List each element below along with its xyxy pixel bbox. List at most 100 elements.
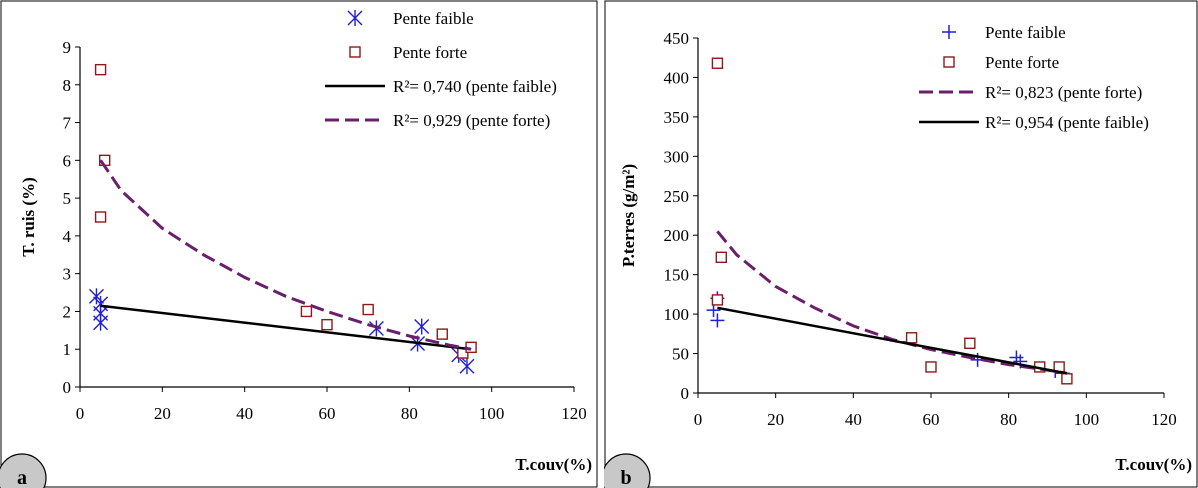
- panel-b-legend-item-2: R²= 0,823 (pente forte): [919, 83, 1142, 102]
- panel-a-series-1-point-5: [362, 303, 374, 316]
- panel-a-series-1-point-3-shape: [300, 305, 313, 318]
- panel-a-border: [0, 0, 598, 488]
- panel-b-xtick-label-2: 40: [845, 410, 862, 429]
- panel-b-legend-item-1-symbol: [943, 56, 955, 68]
- panel-a-legend-item-1-symbol-shape: [349, 46, 361, 58]
- panel-a-xtick-label-0: 0: [76, 404, 85, 423]
- panel-a-series-2-line: [100, 304, 472, 351]
- panel-b-series-1-point-4-shape: [925, 361, 937, 373]
- panel-b-series-3-line: [717, 306, 1068, 375]
- panel-a-x-axis-title: T.couv(%): [515, 455, 592, 474]
- panel-a-ytick-label-1: 1: [63, 340, 72, 359]
- panel-b-ytick-label-4: 200: [664, 226, 690, 245]
- panel-b-ytick-label-0: 0: [681, 384, 690, 403]
- panel-b-xtick-label-1: 20: [767, 410, 784, 429]
- panel-b-series-0-point-1: [710, 313, 725, 328]
- panel-a-series-0-point-8: [459, 358, 475, 375]
- panel-a-series-0-point-6: [414, 318, 430, 335]
- panel-a-legend-item-3: R²= 0,929 (pente forte): [325, 111, 550, 130]
- chart-panel-b: 0 50 100 150 200 250 300 350 400 450 0 20 40 60 80 100 1…: [604, 0, 1198, 488]
- panel-a-ytick-label-2: 2: [63, 302, 72, 321]
- panel-a-badge-label: a: [17, 467, 27, 488]
- panel-b-xtick-label-4: 80: [1000, 410, 1017, 429]
- panel-a-ytick-label-0: 0: [63, 378, 72, 397]
- panel-b-series-1-point-1: [711, 294, 724, 306]
- panel-b-legend-item-1-symbol-shape: [943, 56, 955, 68]
- panel-b-series-1-point-3-shape: [905, 332, 918, 344]
- panel-a-xtick-label-4: 80: [401, 404, 418, 423]
- panel-a-xtick-label-3: 60: [319, 404, 336, 423]
- panel-a-series-1-point-4-shape: [321, 318, 333, 331]
- panel-b-legend-item-2-label: R²= 0,823 (pente forte): [985, 83, 1142, 102]
- panel-b-legend-item-3-label: R²= 0,954 (pente faible): [985, 113, 1149, 132]
- panel-b-ytick-label-8: 400: [664, 68, 690, 87]
- panel-b-legend-item-1-label: Pente forte: [985, 53, 1059, 72]
- panel-a-legend: Pente faible Pente forte R²= 0,740 (pente …: [325, 9, 557, 130]
- panel-b-ytick-label-2: 100: [664, 305, 690, 324]
- panel-a-series-1-point-0: [94, 63, 107, 76]
- panel-a-series-1-point-3: [300, 305, 313, 318]
- panel-b-series-1-point-5: [964, 337, 976, 349]
- panel-b-border: [604, 0, 1198, 488]
- panel-b-ytick-label-3: 150: [664, 266, 690, 285]
- panel-b-series-1-point-4: [925, 361, 937, 373]
- panel-b-series-1-point-8: [1061, 373, 1073, 385]
- panel-a-series-1-point-1-shape: [94, 211, 107, 223]
- panel-b-xtick-label-0: 0: [694, 410, 703, 429]
- panel-b-series-1-point-1-shape: [711, 294, 724, 306]
- panel-b-series-1-point-2: [715, 251, 728, 264]
- panel-a-series-3: [99, 159, 472, 351]
- panel-b-series-1-point-0-shape: [711, 57, 724, 69]
- panel-a-ytick-label-9: 9: [63, 38, 72, 57]
- panel-b-legend-item-3: R²= 0,954 (pente faible): [919, 113, 1149, 132]
- panel-a-series-1-point-5-shape: [362, 303, 374, 316]
- panel-a-legend-item-2-label: R²= 0,740 (pente faible): [393, 77, 557, 96]
- panel-a-series-1-point-4: [321, 318, 333, 331]
- panel-a-series-1-point-6: [436, 328, 448, 340]
- panel-b-badge-label: b: [620, 467, 631, 488]
- panel-a-xtick-label-1: 20: [154, 404, 171, 423]
- panel-b-ytick-label-6: 300: [664, 147, 690, 166]
- panel-a-ytick-label-4: 4: [63, 227, 72, 246]
- panel-a-legend-item-0-symbol: [347, 10, 363, 26]
- panel-b-legend-item-1: Pente forte: [943, 53, 1059, 72]
- panel-b-legend-item-0: Pente faible: [942, 23, 1066, 42]
- chart-panel-a: 0 1 2 3 4 5 6 7 8 9 0 20 40 60 80 100 120 T. ruis (%) T.co…: [0, 0, 598, 488]
- panel-a-ytick-label-3: 3: [63, 265, 72, 284]
- panel-a-legend-item-2: R²= 0,740 (pente faible): [325, 77, 557, 96]
- panel-a-series-1: [94, 63, 477, 359]
- panel-a-badge-circle: [0, 453, 47, 488]
- panel-b-series-0-point-5: [1013, 354, 1028, 369]
- panel-b-series-1-point-3: [905, 332, 918, 344]
- panel-b-ytick-label-5: 250: [664, 187, 690, 206]
- panel-a-legend-item-1-label: Pente forte: [393, 43, 467, 62]
- panel-b-badge: b: [604, 453, 651, 488]
- panel-b-legend-item-0-symbol: [942, 25, 956, 39]
- panel-b-series-1-point-0: [711, 57, 724, 69]
- panel-b-series-1-point-2-shape: [715, 251, 728, 264]
- panel-b-x-axis-title: T.couv(%): [1115, 455, 1192, 474]
- panel-a-series-0: [88, 288, 475, 375]
- panel-b-xtick-label-6: 120: [1151, 410, 1177, 429]
- panel-a-ytick-label-6: 6: [63, 151, 72, 170]
- panel-b-xtick-label-3: 60: [923, 410, 940, 429]
- panel-a-series-2: [100, 304, 472, 351]
- panel-a-xtick-label-5: 100: [479, 404, 505, 423]
- panel-a-ytick-label-8: 8: [63, 76, 72, 95]
- panel-b-ytick-label-9: 450: [664, 29, 690, 48]
- panel-a-legend-item-1: Pente forte: [349, 43, 467, 62]
- panel-a-legend-item-0: Pente faible: [347, 9, 474, 28]
- panel-a-ytick-label-7: 7: [63, 114, 72, 133]
- panel-a-xtick-label-2: 40: [236, 404, 253, 423]
- panel-a-series-1-point-0-shape: [94, 63, 107, 76]
- panel-b-series-1-point-5-shape: [964, 337, 976, 349]
- panel-b-ytick-label-7: 350: [664, 108, 690, 127]
- panel-b-series-1-point-8-shape: [1061, 373, 1073, 385]
- panel-b-legend: Pente faible Pente forte R²= 0,823 (pente …: [919, 23, 1149, 132]
- panel-a-ytick-label-5: 5: [63, 189, 72, 208]
- panel-a-series-0-point-3: [93, 314, 109, 331]
- panel-a-legend-item-0-label: Pente faible: [393, 9, 474, 28]
- panel-b-badge-circle: [604, 453, 651, 488]
- panel-a-series-1-point-1: [94, 211, 107, 223]
